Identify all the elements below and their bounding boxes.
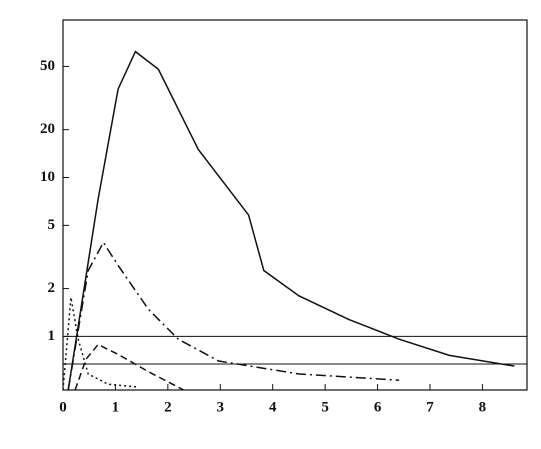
curve — [67, 241, 400, 390]
x-tick-label: 7 — [426, 399, 434, 415]
y-tick-label: 5 — [48, 217, 56, 233]
y-tick-label: 10 — [40, 169, 55, 185]
x-tick-label: 0 — [59, 399, 67, 415]
y-tick-label: 50 — [40, 58, 55, 74]
x-tick-label: 5 — [321, 399, 329, 415]
plot-frame — [62, 19, 528, 391]
y-tick-label: 2 — [48, 280, 56, 296]
x-tick-label: 1 — [112, 399, 120, 415]
y-tick-label: 20 — [40, 121, 55, 137]
x-tick-label: 4 — [269, 399, 277, 415]
curve — [63, 297, 139, 390]
curve — [74, 343, 184, 390]
x-tick-label: 2 — [164, 399, 172, 415]
plot-area — [63, 50, 515, 390]
x-tick-label: 8 — [479, 399, 487, 415]
curve — [67, 50, 515, 390]
x-tick-label: 3 — [217, 399, 225, 415]
x-tick-label: 6 — [374, 399, 382, 415]
y-tick-label: 1 — [48, 328, 56, 344]
